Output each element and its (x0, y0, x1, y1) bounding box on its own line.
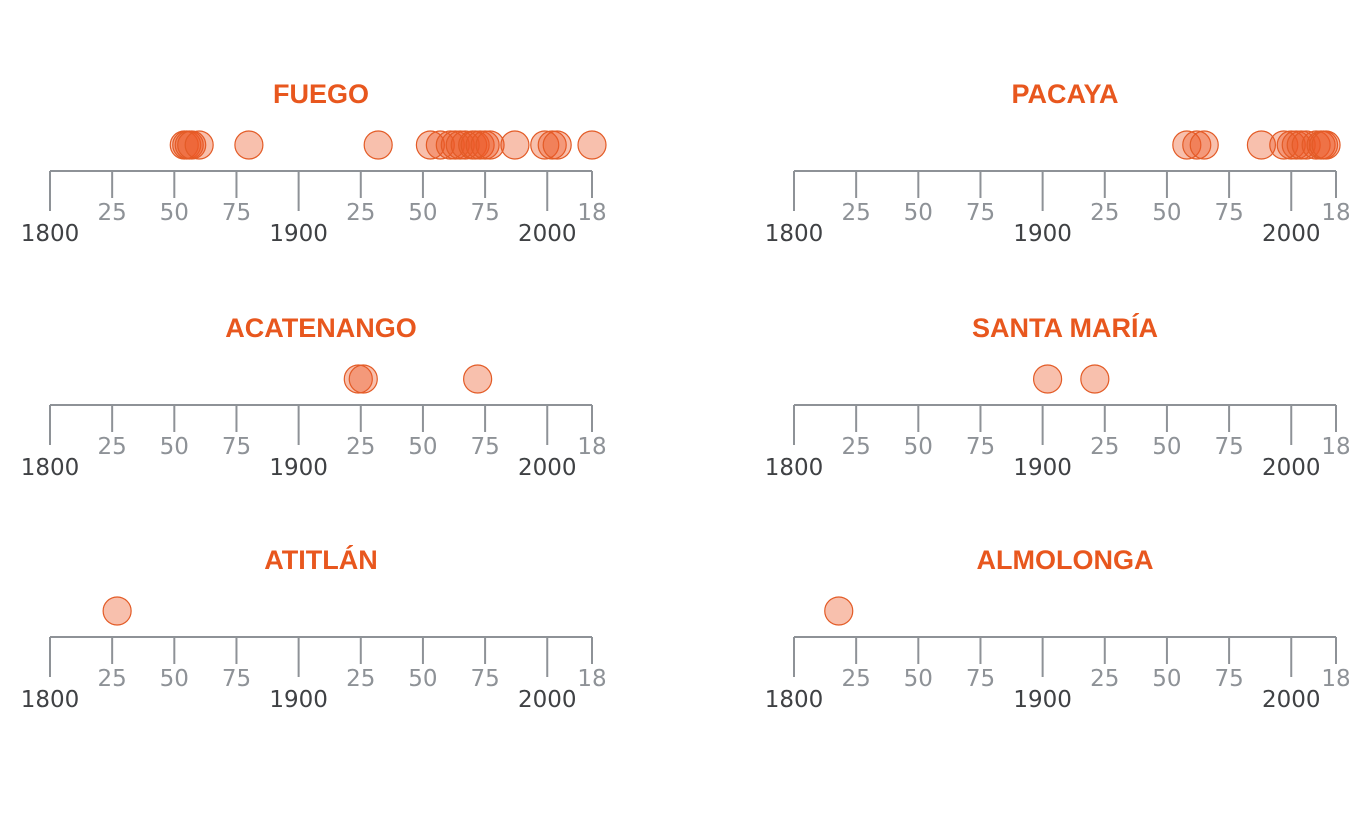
eruption-point (1189, 130, 1219, 160)
x-tick-label: 75 (222, 434, 251, 460)
eruption-point (1172, 130, 1202, 160)
x-tick-label: 1900 (269, 455, 328, 481)
x-tick-label: 2000 (518, 455, 577, 481)
x-tick-label: 1900 (269, 687, 328, 713)
x-tick-label: 2000 (1262, 687, 1321, 713)
x-tick-label: 1800 (765, 221, 824, 247)
x-tick-label: 18 (1321, 666, 1350, 692)
x-tick-label: 1900 (269, 221, 328, 247)
x-tick-label: 75 (470, 666, 499, 692)
eruption-point (415, 130, 445, 160)
x-tick-label: 75 (222, 666, 251, 692)
eruption-point (577, 130, 607, 160)
x-tick-label: 25 (1090, 200, 1119, 226)
eruption-point (1032, 364, 1063, 394)
eruption-point (425, 130, 455, 160)
x-tick-label: 2000 (1262, 221, 1321, 247)
eruption-point (348, 364, 378, 394)
x-tick-label: 25 (98, 200, 127, 226)
eruption-point (1311, 130, 1341, 160)
x-tick-label: 50 (1152, 434, 1181, 460)
x-tick-label: 50 (160, 434, 189, 460)
x-tick-label: 25 (346, 200, 375, 226)
x-tick-label: 18 (577, 434, 606, 460)
x-tick-label: 18 (577, 666, 606, 692)
x-tick-label: 75 (966, 434, 995, 460)
x-tick-label: 75 (966, 666, 995, 692)
x-tick-label: 25 (1090, 666, 1119, 692)
eruption-point (475, 130, 505, 160)
panel-title: ACATENANGO (225, 313, 417, 343)
x-tick-label: 50 (1152, 200, 1181, 226)
eruption-point (177, 130, 207, 160)
x-tick-label: 1800 (21, 221, 80, 247)
x-tick-label: 75 (222, 200, 251, 226)
eruption-point (234, 130, 264, 160)
x-tick-label: 75 (1214, 200, 1243, 226)
x-tick-label: 25 (346, 434, 375, 460)
x-tick-label: 25 (842, 434, 871, 460)
eruption-point (184, 130, 214, 160)
x-tick-label: 50 (408, 666, 437, 692)
eruption-point (1080, 364, 1110, 394)
eruption-point (1291, 130, 1321, 160)
x-tick-label: 75 (470, 434, 499, 460)
eruption-point (824, 596, 854, 626)
x-tick-label: 1900 (1013, 687, 1072, 713)
eruption-point (1269, 130, 1299, 160)
x-tick-label: 25 (842, 666, 871, 692)
x-tick-label: 2000 (518, 687, 577, 713)
x-tick-label: 1800 (765, 687, 824, 713)
x-tick-label: 50 (904, 666, 933, 692)
x-tick-label: 2000 (1262, 455, 1321, 481)
x-tick-label: 50 (408, 434, 437, 460)
panel-title: FUEGO (273, 79, 369, 109)
x-tick-label: 50 (904, 200, 933, 226)
eruption-point (500, 130, 530, 160)
x-tick-label: 75 (966, 200, 995, 226)
eruption-point (1182, 130, 1212, 160)
x-tick-label: 50 (904, 434, 933, 460)
x-tick-label: 18 (577, 200, 606, 226)
x-tick-label: 1900 (1013, 455, 1072, 481)
x-tick-label: 1900 (1013, 221, 1072, 247)
eruption-point (542, 130, 572, 160)
x-tick-label: 50 (160, 200, 189, 226)
x-tick-label: 50 (408, 200, 437, 226)
x-tick-label: 75 (470, 200, 499, 226)
x-tick-label: 18 (1321, 434, 1350, 460)
x-tick-label: 1800 (765, 455, 824, 481)
x-tick-label: 1800 (21, 687, 80, 713)
eruption-point (1246, 130, 1277, 160)
x-tick-label: 75 (1214, 666, 1243, 692)
x-tick-label: 75 (1214, 434, 1243, 460)
panel-title: PACAYA (1011, 79, 1118, 109)
x-tick-label: 2000 (518, 221, 577, 247)
x-tick-label: 50 (160, 666, 189, 692)
x-tick-label: 18 (1321, 200, 1350, 226)
x-tick-label: 1800 (21, 455, 80, 481)
eruption-point (102, 596, 132, 626)
x-tick-label: 25 (98, 666, 127, 692)
eruption-point (530, 130, 560, 160)
panel-title: ATITLÁN (264, 544, 377, 575)
x-tick-label: 50 (1152, 666, 1181, 692)
panel-title: SANTA MARÍA (972, 312, 1158, 343)
panel-title: ALMOLONGA (977, 545, 1154, 575)
x-tick-label: 25 (842, 200, 871, 226)
eruption-point (463, 364, 493, 394)
eruption-point (363, 130, 393, 160)
x-tick-label: 25 (98, 434, 127, 460)
x-tick-label: 25 (1090, 434, 1119, 460)
eruption-point (450, 130, 480, 160)
x-tick-label: 25 (346, 666, 375, 692)
